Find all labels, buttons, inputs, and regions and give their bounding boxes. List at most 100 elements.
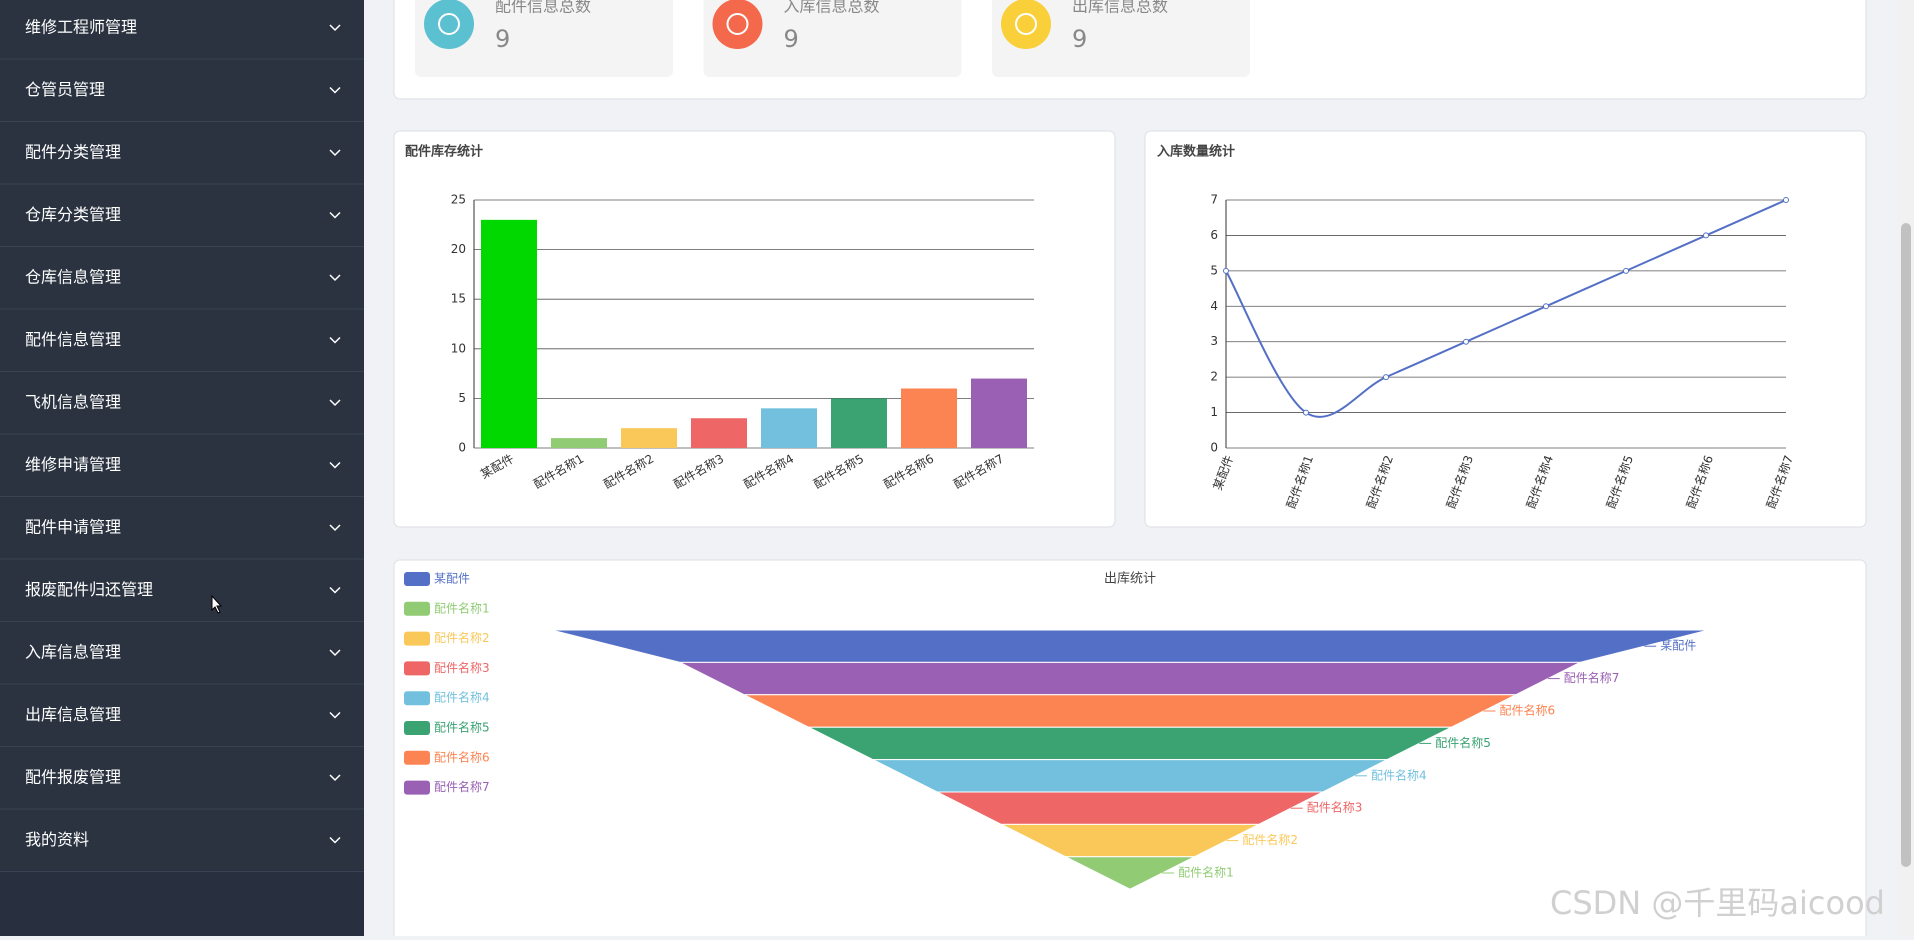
bar	[901, 388, 957, 448]
funnel-layer	[936, 791, 1324, 825]
bar	[761, 408, 817, 448]
menu-label: 飞机信息管理	[25, 393, 121, 412]
y-tick-label: 6	[1210, 228, 1218, 242]
y-tick-label: 0	[1210, 441, 1218, 455]
chevron	[329, 586, 341, 594]
chart-title: 出库统计	[1104, 571, 1156, 587]
card-title: 入库信息总数	[784, 0, 880, 16]
bar	[971, 378, 1027, 448]
bar	[691, 418, 747, 448]
funnel-label: 配件名称7	[1564, 670, 1620, 685]
chevron	[329, 649, 341, 657]
point	[1303, 409, 1309, 416]
funnel-label: 某配件	[1660, 639, 1696, 653]
y-tick-label: 4	[1210, 299, 1218, 313]
line-panel	[1144, 130, 1867, 528]
menu-label: 仓库信息管理	[25, 268, 121, 287]
legend-label[interactable]: 配件名称4	[434, 690, 490, 705]
y-tick-label: 15	[451, 292, 466, 306]
funnel-layer	[808, 726, 1452, 761]
funnel-label: 配件名称4	[1371, 767, 1427, 782]
legend-swatch[interactable]	[404, 572, 430, 586]
legend-label[interactable]: 配件名称7	[434, 779, 490, 794]
y-tick-label: 5	[1210, 263, 1218, 277]
y-tick-label: 2	[1210, 370, 1218, 384]
y-tick-label: 3	[1210, 334, 1218, 348]
menu-label: 配件申请管理	[25, 518, 121, 537]
watermark: CSDN @千里码aicood	[1550, 884, 1885, 922]
menu-label: 报废配件归还管理	[25, 580, 153, 599]
legend-swatch[interactable]	[404, 631, 430, 646]
card-value: 9	[784, 25, 799, 53]
sidebar	[0, 0, 364, 936]
card-icon	[1001, 0, 1051, 49]
card-title: 出库信息总数	[1072, 0, 1168, 16]
card-icon-glyph	[438, 13, 460, 35]
funnel-layer	[744, 694, 1516, 728]
legend-swatch[interactable]	[404, 780, 430, 795]
card-icon	[424, 0, 474, 49]
card	[992, 0, 1250, 77]
chevron	[329, 86, 341, 94]
legend-swatch[interactable]	[404, 691, 430, 706]
menu-label: 我的资料	[25, 830, 89, 849]
bar	[551, 438, 607, 448]
y-tick-label: 1	[1210, 405, 1218, 419]
card-icon-glyph	[1015, 13, 1037, 35]
legend-swatch[interactable]	[404, 750, 430, 765]
point	[1543, 303, 1549, 310]
chevron	[329, 24, 341, 32]
cursor	[211, 594, 223, 614]
legend-label[interactable]: 配件名称1	[434, 600, 490, 615]
chevron	[329, 274, 341, 282]
card	[415, 0, 673, 77]
card-icon	[712, 0, 763, 49]
card-value: 9	[1072, 25, 1087, 53]
card-icon-glyph	[726, 13, 749, 35]
legend-label[interactable]: 配件名称6	[434, 749, 490, 764]
funnel-layer	[551, 629, 1709, 663]
point	[1783, 197, 1789, 203]
funnel-label: 配件名称5	[1435, 735, 1491, 750]
card-title: 配件信息总数	[495, 0, 591, 16]
menu-label: 仓库分类管理	[25, 205, 121, 224]
bar	[621, 428, 677, 448]
legend-label[interactable]: 配件名称3	[434, 660, 490, 675]
menu-label: 配件分类管理	[25, 143, 121, 162]
menu-label: 入库信息管理	[25, 643, 121, 662]
chevron	[329, 211, 341, 219]
chevron	[329, 399, 341, 407]
legend-swatch[interactable]	[404, 601, 430, 616]
sidebar-bottom	[0, 870, 364, 936]
legend-label[interactable]: 配件名称2	[434, 630, 490, 645]
legend-label[interactable]: 配件名称5	[434, 720, 490, 735]
chevron	[329, 524, 341, 532]
bar	[481, 219, 537, 448]
funnel-label: 配件名称3	[1307, 800, 1363, 815]
point	[1223, 267, 1229, 274]
funnel-label: 配件名称6	[1500, 703, 1556, 718]
menu-label: 配件报废管理	[25, 768, 121, 787]
point	[1383, 374, 1389, 381]
chevron	[329, 836, 341, 844]
funnel-label: 配件名称1	[1178, 865, 1234, 880]
scrollbar-thumb[interactable]	[1901, 223, 1911, 867]
menu-label: 维修申请管理	[25, 455, 121, 474]
y-tick-label: 7	[1210, 193, 1218, 207]
chevron	[329, 336, 341, 344]
funnel-layer	[872, 759, 1388, 793]
legend-swatch[interactable]	[404, 721, 430, 735]
card	[703, 0, 962, 77]
menu-label: 维修工程师管理	[25, 18, 137, 37]
y-tick-label: 5	[458, 391, 466, 405]
y-tick-label: 25	[451, 193, 466, 207]
menu-label: 出库信息管理	[25, 705, 121, 724]
bar	[831, 398, 887, 448]
menu-label: 配件信息管理	[25, 330, 121, 349]
legend-swatch[interactable]	[404, 661, 430, 676]
legend-label[interactable]: 某配件	[434, 572, 470, 586]
chevron	[329, 711, 341, 719]
y-tick-label: 20	[451, 242, 466, 256]
